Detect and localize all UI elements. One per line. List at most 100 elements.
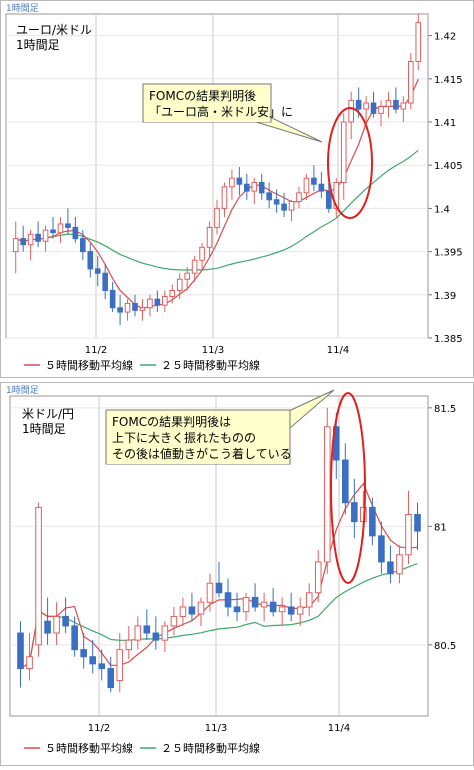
timeframe-label: 1時間足 <box>16 38 60 52</box>
legend-ma25-label: ２５時間移動平均線 <box>161 358 260 372</box>
candle <box>314 561 322 594</box>
highlight-ellipse <box>327 107 373 219</box>
candle <box>355 99 362 110</box>
candle <box>378 105 384 114</box>
callout-pointer-join <box>144 120 270 122</box>
candle <box>87 251 94 270</box>
candle <box>184 272 190 280</box>
x-tick-label: 11/3 <box>202 345 224 356</box>
candle <box>65 223 71 228</box>
candle <box>287 606 295 615</box>
candle <box>233 606 241 613</box>
legend-ma5-label: ５時間移動平均線 <box>45 358 133 372</box>
y-tick-label: 1.405 <box>434 161 463 172</box>
candle <box>206 226 213 248</box>
candle <box>229 177 235 188</box>
candle <box>215 582 223 594</box>
legend-ma5-label: ５時間移動平均線 <box>45 741 133 755</box>
candle <box>251 596 259 608</box>
tab-label: 1時間足 <box>6 3 39 14</box>
candle <box>351 502 358 523</box>
candle <box>57 223 64 234</box>
candle <box>387 561 394 575</box>
y-tick-label: 1.415 <box>434 75 463 86</box>
candle <box>273 199 280 205</box>
annotation-callout <box>142 83 272 123</box>
candle <box>188 606 196 615</box>
candle <box>348 99 354 123</box>
candle <box>281 203 287 211</box>
pair-label: ユーロ/米ドル <box>16 23 92 37</box>
candle <box>62 615 69 627</box>
candle <box>102 272 108 291</box>
candle <box>80 649 87 658</box>
candle <box>378 535 385 563</box>
eurusd-chart-panel: 1時間足 1.385 1.39 1.395 1.4 1.405 1.41 1.415 1.42 1… <box>0 0 474 378</box>
x-tick-label: 11/4 <box>328 723 350 734</box>
candle <box>224 592 232 608</box>
y-tick-label: 1.4 <box>434 204 450 215</box>
candle <box>221 186 228 209</box>
y-tick-label: 81 <box>434 522 447 533</box>
candle <box>107 668 115 689</box>
y-tick-label: 80.5 <box>434 641 456 652</box>
candle <box>154 298 161 306</box>
candle <box>318 183 325 192</box>
candle <box>288 200 295 211</box>
candle <box>333 181 340 209</box>
candle <box>405 514 412 556</box>
candle <box>260 601 268 608</box>
candle <box>266 192 272 201</box>
candle <box>363 102 369 110</box>
candle <box>415 22 422 63</box>
candle <box>258 181 265 194</box>
pair-label: 米ドル/円 <box>22 407 74 421</box>
candle <box>89 656 96 665</box>
candle <box>162 296 168 306</box>
annotation-text: 「ユーロ高・米ドル安」に <box>149 104 293 119</box>
candle <box>305 592 313 608</box>
plot-area <box>5 13 429 339</box>
candle <box>71 625 78 651</box>
candle <box>134 625 142 641</box>
candle <box>326 190 332 209</box>
candle <box>170 615 178 627</box>
candle <box>197 601 205 615</box>
annotation-text: FOMCの結果判明後 <box>149 89 256 103</box>
candle <box>26 656 33 670</box>
candle <box>191 259 198 274</box>
x-tick-label: 11/2 <box>88 723 110 734</box>
annotation-text: その後は値動きがこう着している <box>112 446 292 461</box>
y-tick-label: 1.385 <box>434 334 463 345</box>
candle <box>53 615 60 634</box>
candle <box>278 606 286 613</box>
callout-pointer-join <box>107 462 289 464</box>
candle <box>12 238 19 253</box>
candle <box>408 61 414 104</box>
highlight-ellipse <box>330 392 366 584</box>
candle <box>269 601 277 613</box>
candle <box>414 514 421 532</box>
candle <box>94 268 101 274</box>
candle <box>206 582 214 603</box>
candle <box>98 663 106 670</box>
candle <box>242 596 250 613</box>
candle <box>370 102 377 114</box>
y-tick-label: 1.39 <box>434 291 456 302</box>
candle <box>393 99 399 110</box>
candle <box>116 649 124 681</box>
tab-label: 1時間足 <box>6 385 39 396</box>
candle <box>369 506 376 537</box>
candle <box>161 625 169 641</box>
candle <box>303 177 310 194</box>
candle <box>176 278 183 291</box>
candle <box>251 181 258 192</box>
candle <box>199 246 205 261</box>
x-tick-label: 11/4 <box>327 345 349 356</box>
candle <box>152 632 160 641</box>
usdjpy-chart-panel: 1時間足 80.5 81 81.5 11/2 11/3 11/4 米ドル/円 1時間足 FOMCの… <box>0 382 474 766</box>
candle <box>50 229 56 234</box>
candle <box>42 229 49 242</box>
candle <box>139 307 146 311</box>
